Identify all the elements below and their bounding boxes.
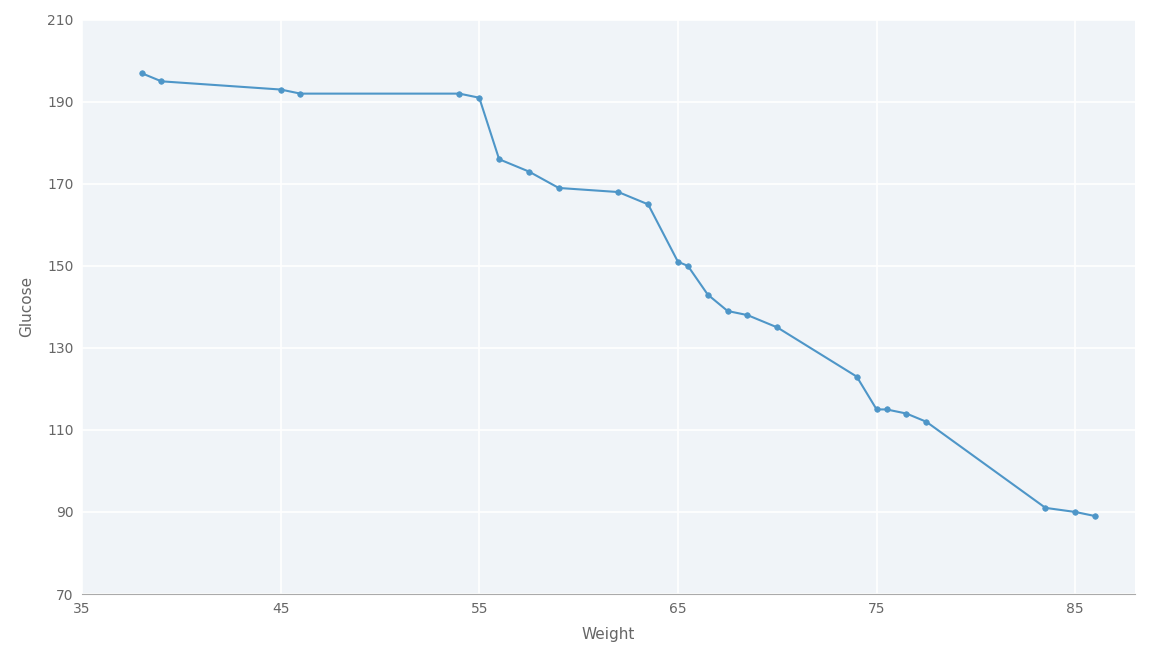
Y-axis label: Glucose: Glucose — [20, 277, 35, 337]
X-axis label: Weight: Weight — [581, 628, 635, 642]
